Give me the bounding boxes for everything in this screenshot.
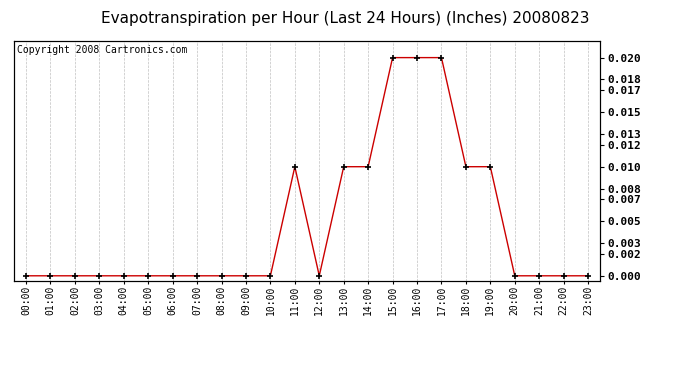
Text: Evapotranspiration per Hour (Last 24 Hours) (Inches) 20080823: Evapotranspiration per Hour (Last 24 Hou…: [101, 11, 589, 26]
Text: Copyright 2008 Cartronics.com: Copyright 2008 Cartronics.com: [17, 45, 187, 55]
